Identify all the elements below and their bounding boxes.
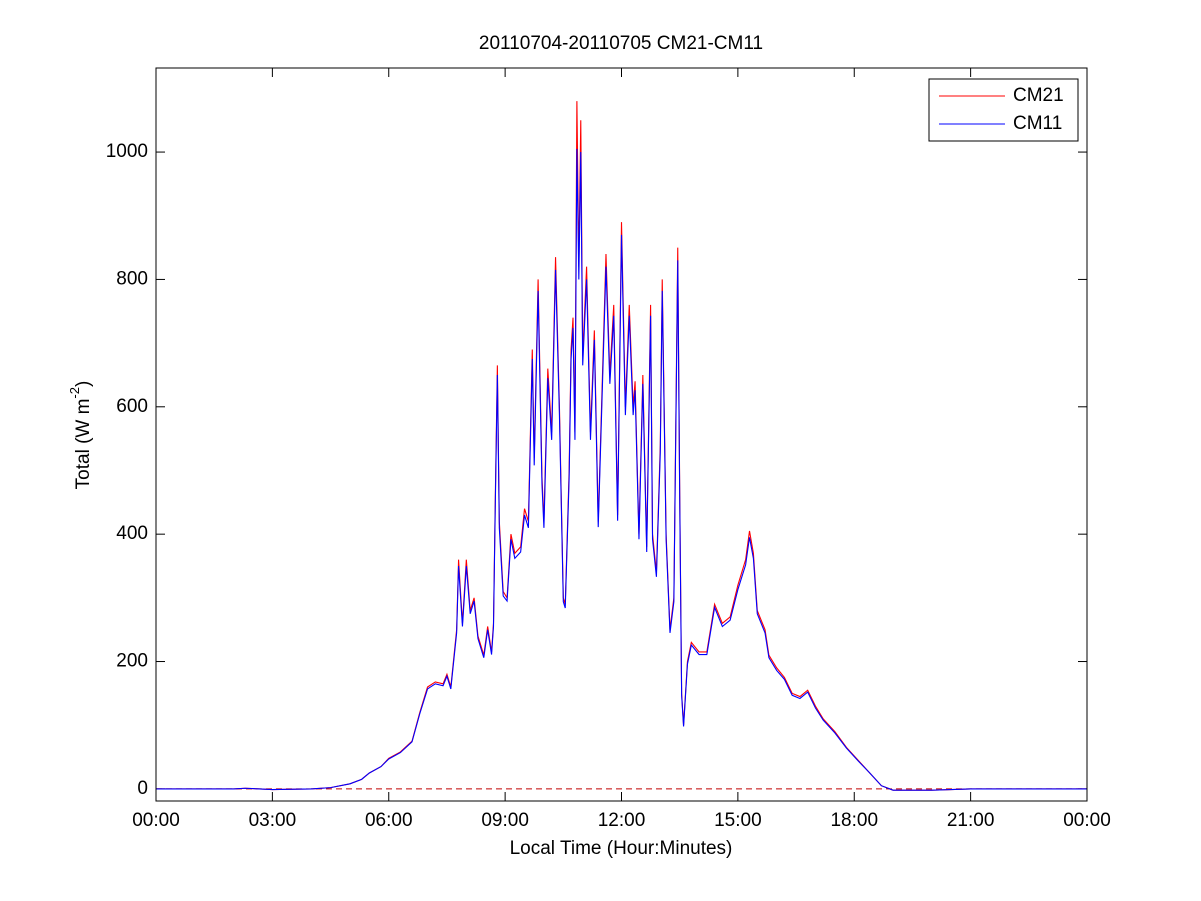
x-tick-label: 12:00: [598, 810, 646, 831]
x-tick-label: 00:00: [1063, 810, 1111, 831]
y-tick-label: 400: [116, 523, 148, 544]
x-tick-label: 06:00: [365, 810, 413, 831]
x-axis-label: Local Time (Hour:Minutes): [510, 838, 733, 859]
y-label-tail: ): [73, 381, 94, 387]
legend-label: CM11: [1013, 113, 1062, 134]
y-tick-label: 800: [116, 268, 148, 289]
y-tick-label: 600: [116, 396, 148, 417]
legend-box: [928, 78, 1079, 142]
y-tick-label: 0: [137, 778, 148, 799]
plot-frame: [155, 67, 1088, 802]
x-tick-label: 18:00: [830, 810, 878, 831]
y-axis-label: Total (W m-2): [67, 381, 94, 490]
line-series: [156, 148, 1087, 791]
x-tick-label: 03:00: [249, 810, 297, 831]
x-tick-label: 15:00: [714, 810, 762, 831]
legend-label: CM21: [1013, 85, 1064, 106]
y-tick-label: 200: [116, 651, 148, 672]
x-tick-label: 00:00: [132, 810, 180, 831]
x-tick-label: 21:00: [947, 810, 995, 831]
y-label-sup: -2: [67, 387, 82, 399]
chart-title: 20110704-20110705 CM21-CM11: [479, 33, 763, 54]
y-label-main: Total (W m: [73, 399, 94, 490]
x-tick-label: 09:00: [481, 810, 529, 831]
y-tick-label: 1000: [106, 141, 148, 162]
